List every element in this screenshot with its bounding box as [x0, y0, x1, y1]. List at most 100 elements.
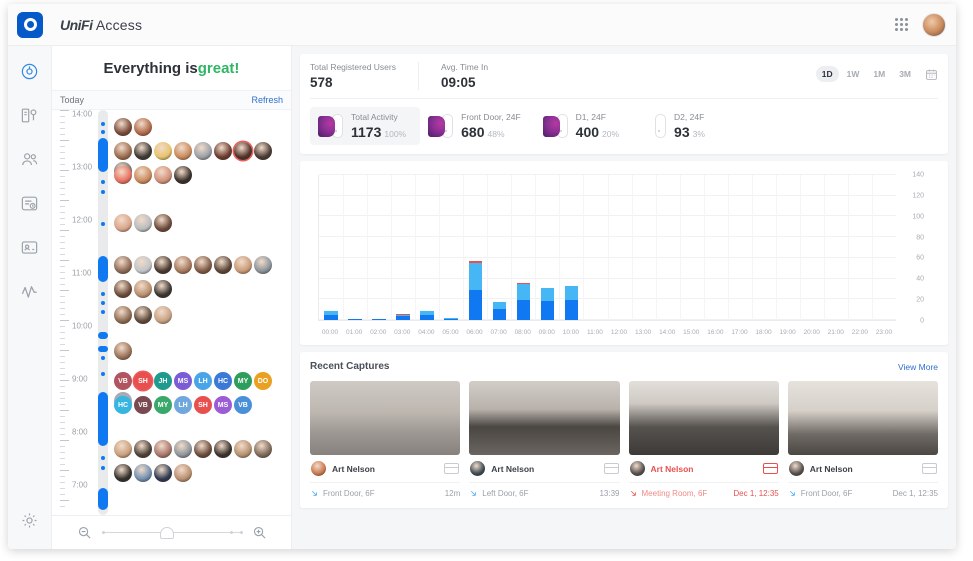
activity-chart[interactable]: 00:00 01:00 02:00 03:00 04:00 05:00 06:00 07:00… — [308, 171, 940, 339]
range-option-1m[interactable]: 1M — [873, 69, 886, 79]
timeline-event-blip[interactable] — [101, 372, 105, 376]
sidebar-item-credentials[interactable] — [15, 232, 45, 262]
user-avatar-photo[interactable] — [194, 142, 212, 160]
user-avatar-photo[interactable] — [154, 440, 172, 458]
chart-bar[interactable] — [540, 252, 555, 320]
user-initials-badge[interactable]: MY — [154, 396, 172, 414]
capture-thumbnail[interactable] — [469, 381, 620, 455]
capture-card[interactable]: Art Nelson Front Door, 6F 12m — [310, 381, 461, 498]
timeline-event-blip[interactable] — [101, 122, 105, 126]
user-avatar-photo[interactable] — [114, 166, 132, 184]
capture-thumbnail[interactable] — [628, 381, 779, 455]
capture-avatar[interactable] — [311, 461, 326, 476]
user-avatar-photo[interactable] — [114, 142, 132, 160]
view-more-link[interactable]: View More — [898, 361, 938, 372]
chart-bar[interactable] — [564, 250, 579, 320]
user-avatar-photo[interactable] — [214, 256, 232, 274]
capture-avatar[interactable] — [470, 461, 486, 476]
user-avatar-photo[interactable] — [114, 440, 132, 458]
chart-bar[interactable] — [492, 269, 507, 320]
refresh-button[interactable]: Refresh — [251, 95, 283, 105]
range-option-3m[interactable]: 3M — [899, 69, 911, 79]
door-stat-2[interactable]: D1, 24F 400 20% — [535, 107, 633, 145]
timeline-zoom-slider[interactable] — [101, 526, 244, 540]
chart-bar[interactable] — [396, 291, 410, 320]
app-logo[interactable] — [8, 4, 52, 46]
user-avatar-photo[interactable] — [154, 142, 172, 160]
user-initials-badge[interactable]: LH — [174, 396, 192, 414]
range-option-1d[interactable]: 1D — [815, 66, 839, 82]
user-initials-badge[interactable]: SH — [194, 396, 212, 414]
user-initials-badge[interactable]: JH — [154, 372, 172, 390]
card-badge-icon[interactable] — [762, 463, 778, 474]
user-avatar-photo[interactable] — [174, 440, 192, 458]
slider-knob[interactable] — [159, 526, 174, 539]
user-avatar-photo[interactable] — [214, 142, 232, 160]
user-avatar-photo[interactable] — [154, 464, 172, 482]
timeline-event-blip[interactable] — [101, 466, 105, 470]
user-avatar-photo[interactable] — [114, 342, 132, 360]
timeline-scroll-area[interactable]: 14:00 13:00 12:00 11:00 10:00 9:00 8:00 7:00 VB… — [52, 110, 291, 515]
user-avatar-photo[interactable] — [174, 464, 192, 482]
chart-bar[interactable] — [420, 285, 434, 320]
user-initials-badge[interactable]: MS — [214, 396, 232, 414]
user-avatar[interactable] — [922, 12, 946, 37]
timeline-event-blip[interactable] — [98, 392, 108, 446]
user-initials-badge[interactable]: MY — [234, 372, 252, 390]
capture-avatar[interactable] — [629, 461, 645, 476]
user-avatar-photo[interactable] — [114, 306, 132, 324]
user-initials-badge[interactable]: SH — [134, 372, 152, 390]
user-initials-badge[interactable]: HC — [214, 372, 232, 390]
timeline-event-blip[interactable] — [101, 292, 105, 296]
user-avatar-photo[interactable] — [234, 256, 252, 274]
user-avatar-photo[interactable] — [134, 280, 152, 298]
sidebar-item-devices[interactable] — [15, 100, 45, 130]
user-avatar-photo[interactable] — [134, 440, 152, 458]
user-avatar-photo[interactable] — [194, 440, 212, 458]
user-initials-badge[interactable]: VB — [114, 372, 132, 390]
capture-thumbnail[interactable] — [310, 381, 461, 455]
user-initials-badge[interactable]: HC — [114, 396, 132, 414]
capture-card[interactable]: Art Nelson Meeting Room, 6F Dec 1, 12:35 — [628, 381, 779, 498]
chart-bar[interactable] — [468, 228, 482, 320]
chart-bar[interactable] — [372, 307, 386, 320]
user-initials-badge[interactable]: VB — [134, 396, 152, 414]
range-option-1w[interactable]: 1W — [846, 69, 860, 79]
user-avatar-photo[interactable] — [114, 214, 132, 232]
timeline-event-blip[interactable] — [101, 356, 105, 360]
card-badge-icon[interactable] — [444, 463, 460, 474]
zoom-in-icon[interactable] — [252, 525, 267, 540]
capture-avatar[interactable] — [788, 461, 804, 476]
timeline-event-blip[interactable] — [101, 310, 105, 314]
grid-apps-icon[interactable] — [895, 18, 908, 31]
user-avatar-photo[interactable] — [134, 142, 152, 160]
sidebar-item-dashboard[interactable] — [15, 56, 45, 86]
user-avatar-photo[interactable] — [114, 464, 132, 482]
user-avatar-photo[interactable] — [234, 142, 252, 160]
calendar-icon[interactable] — [925, 68, 938, 81]
zoom-out-icon[interactable] — [77, 525, 92, 540]
user-initials-badge[interactable]: VB — [234, 396, 252, 414]
user-avatar-photo[interactable] — [134, 464, 152, 482]
timeline-event-blip[interactable] — [98, 346, 108, 352]
timeline-event-blip[interactable] — [101, 180, 105, 184]
user-avatar-photo[interactable] — [214, 440, 232, 458]
user-avatar-photo[interactable] — [254, 256, 272, 274]
user-avatar-photo[interactable] — [254, 142, 272, 160]
user-avatar-photo[interactable] — [134, 256, 152, 274]
user-initials-badge[interactable]: MS — [174, 372, 192, 390]
user-avatar-photo[interactable] — [194, 256, 212, 274]
user-avatar-photo[interactable] — [154, 214, 172, 232]
door-stat-3[interactable]: D2, 24F 93 3% — [633, 107, 719, 145]
user-avatar-photo[interactable] — [174, 166, 192, 184]
sidebar-item-users[interactable] — [15, 144, 45, 174]
capture-card[interactable]: Art Nelson Front Door, 6F Dec 1, 12:35 — [787, 381, 938, 498]
timeline-event-blip[interactable] — [101, 222, 105, 226]
sidebar-item-logs[interactable] — [15, 188, 45, 218]
user-avatar-photo[interactable] — [114, 280, 132, 298]
user-avatar-photo[interactable] — [134, 214, 152, 232]
sidebar-item-activity[interactable] — [15, 276, 45, 306]
user-avatar-photo[interactable] — [154, 256, 172, 274]
user-avatar-photo[interactable] — [174, 256, 192, 274]
user-avatar-photo[interactable] — [134, 166, 152, 184]
